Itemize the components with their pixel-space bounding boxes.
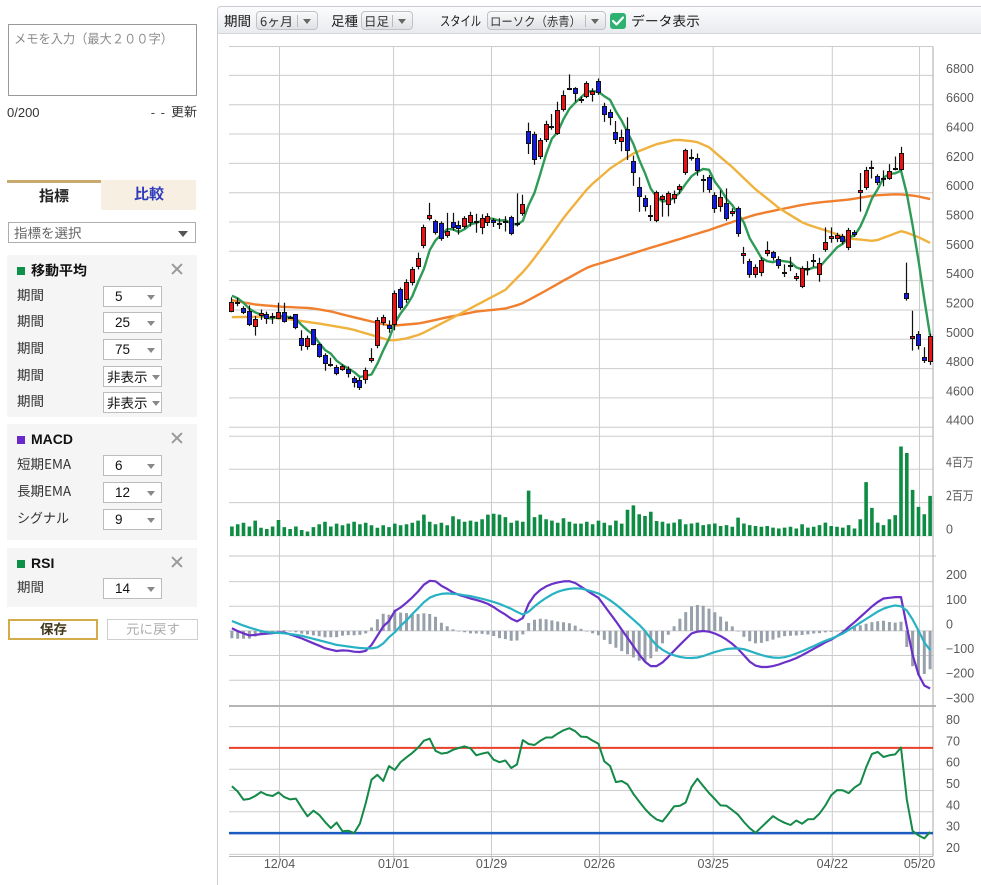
- svg-text:80: 80: [946, 713, 960, 727]
- svg-text:4400: 4400: [946, 414, 974, 428]
- svg-text:6800: 6800: [946, 62, 974, 76]
- svg-text:0: 0: [946, 523, 953, 537]
- svg-text:30: 30: [946, 820, 960, 834]
- svg-text:01/29: 01/29: [476, 857, 507, 871]
- svg-text:6600: 6600: [946, 91, 974, 105]
- svg-text:−200: −200: [946, 667, 974, 681]
- svg-text:−300: −300: [946, 691, 974, 705]
- svg-text:200: 200: [946, 568, 967, 582]
- svg-text:50: 50: [946, 777, 960, 791]
- svg-text:5600: 5600: [946, 238, 974, 252]
- svg-text:12/04: 12/04: [264, 857, 295, 871]
- svg-text:60: 60: [946, 756, 960, 770]
- svg-text:70: 70: [946, 734, 960, 748]
- svg-text:02/26: 02/26: [584, 857, 615, 871]
- svg-text:6200: 6200: [946, 150, 974, 164]
- svg-text:5800: 5800: [946, 209, 974, 223]
- svg-text:5000: 5000: [946, 326, 974, 340]
- svg-text:40: 40: [946, 798, 960, 812]
- svg-text:6400: 6400: [946, 121, 974, 135]
- svg-text:100: 100: [946, 593, 967, 607]
- svg-text:5400: 5400: [946, 267, 974, 281]
- svg-text:4800: 4800: [946, 355, 974, 369]
- svg-text:0: 0: [946, 617, 953, 631]
- svg-text:4600: 4600: [946, 384, 974, 398]
- svg-text:03/25: 03/25: [698, 857, 729, 871]
- svg-text:−100: −100: [946, 642, 974, 656]
- svg-text:01/01: 01/01: [378, 857, 409, 871]
- svg-text:20: 20: [946, 841, 960, 855]
- svg-text:6000: 6000: [946, 179, 974, 193]
- svg-text:5200: 5200: [946, 297, 974, 311]
- svg-text:04/22: 04/22: [817, 857, 848, 871]
- svg-text:05/20: 05/20: [904, 857, 935, 871]
